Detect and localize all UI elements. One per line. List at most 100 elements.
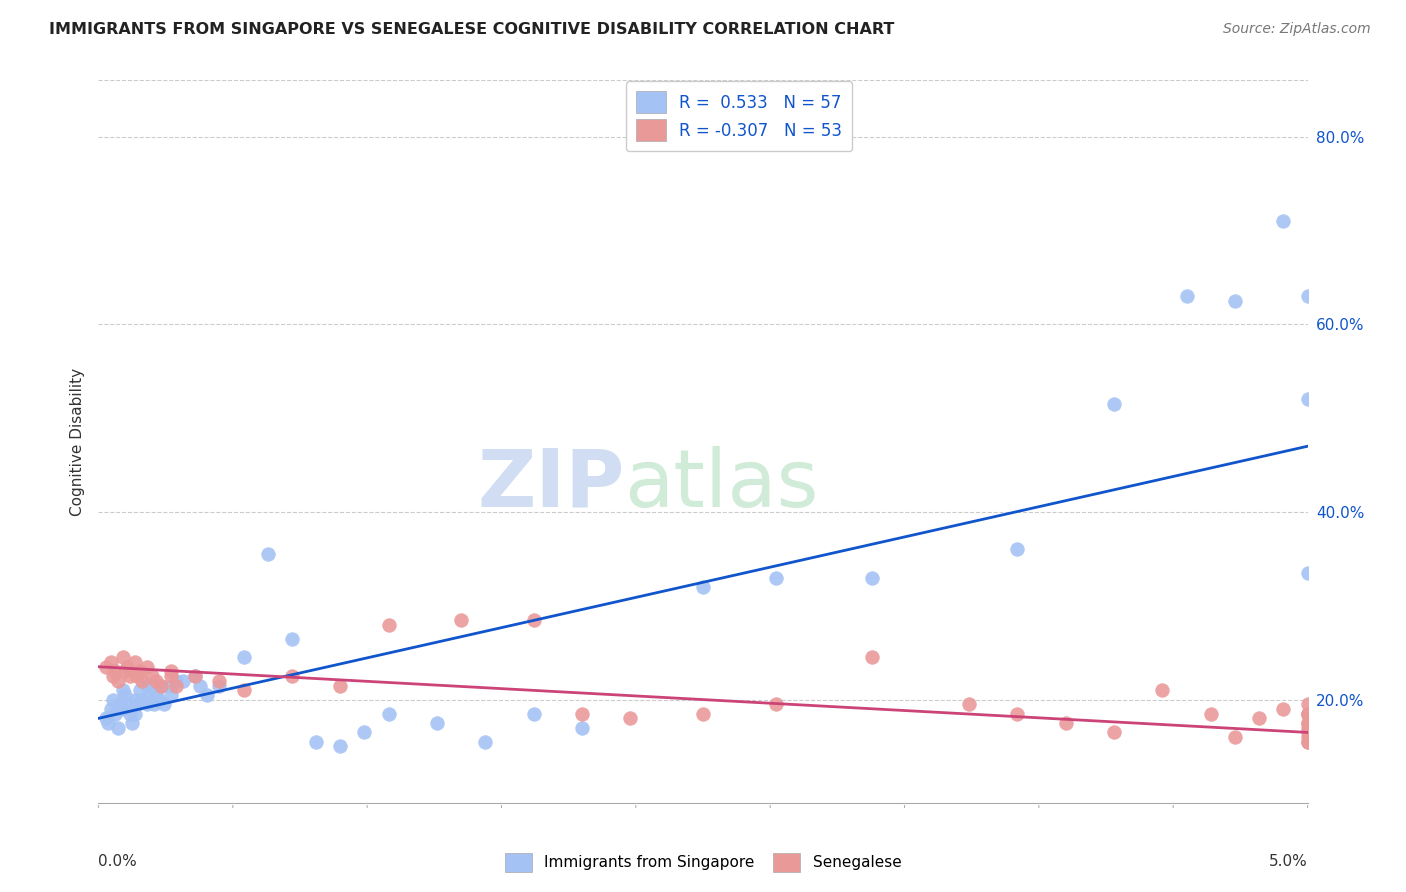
Point	[114, 665, 136, 679]
Point	[135, 679, 157, 693]
Text: ZIP: ZIP	[477, 446, 624, 524]
Point	[94, 711, 117, 725]
Point	[152, 698, 174, 712]
Point	[377, 617, 399, 632]
Point	[232, 650, 254, 665]
Text: atlas: atlas	[624, 446, 818, 524]
Point	[692, 706, 714, 721]
Point	[145, 688, 167, 702]
Point	[143, 698, 166, 712]
Point	[195, 688, 218, 702]
Point	[111, 683, 134, 698]
Point	[184, 669, 207, 683]
Point	[127, 669, 149, 683]
Point	[1296, 735, 1319, 749]
Point	[1272, 702, 1295, 716]
Point	[426, 716, 449, 731]
Point	[692, 580, 714, 594]
Point	[619, 711, 641, 725]
Point	[571, 706, 593, 721]
Point	[101, 692, 124, 706]
Point	[1296, 735, 1319, 749]
Point	[160, 669, 183, 683]
Point	[957, 698, 980, 712]
Point	[108, 698, 131, 712]
Point	[160, 665, 183, 679]
Point	[141, 679, 163, 693]
Point	[97, 716, 120, 731]
Point	[100, 655, 122, 669]
Point	[1296, 730, 1319, 744]
Point	[141, 669, 163, 683]
Point	[1296, 706, 1319, 721]
Point	[1102, 397, 1125, 411]
Point	[150, 679, 173, 693]
Point	[1007, 706, 1029, 721]
Point	[208, 679, 231, 693]
Point	[118, 669, 141, 683]
Point	[208, 673, 231, 688]
Point	[127, 698, 149, 712]
Legend: R =  0.533   N = 57, R = -0.307   N = 53: R = 0.533 N = 57, R = -0.307 N = 53	[626, 81, 852, 151]
Point	[104, 706, 127, 721]
Legend: Immigrants from Singapore, Senegalese: Immigrants from Singapore, Senegalese	[496, 845, 910, 880]
Point	[165, 673, 187, 688]
Point	[450, 613, 472, 627]
Point	[1296, 289, 1319, 303]
Point	[232, 683, 254, 698]
Point	[1296, 706, 1319, 721]
Point	[1152, 683, 1174, 698]
Point	[117, 698, 139, 712]
Point	[160, 688, 183, 702]
Point	[1249, 711, 1271, 725]
Point	[281, 669, 304, 683]
Point	[138, 688, 160, 702]
Text: 0.0%: 0.0%	[98, 855, 138, 870]
Point	[474, 735, 496, 749]
Point	[124, 692, 146, 706]
Point	[114, 688, 136, 702]
Point	[160, 679, 183, 693]
Point	[305, 735, 328, 749]
Point	[101, 669, 124, 683]
Point	[860, 650, 883, 665]
Y-axis label: Cognitive Disability: Cognitive Disability	[69, 368, 84, 516]
Point	[1296, 725, 1319, 739]
Point	[100, 702, 122, 716]
Point	[135, 698, 157, 712]
Point	[1296, 566, 1319, 580]
Point	[111, 702, 134, 716]
Point	[765, 698, 787, 712]
Text: Source: ZipAtlas.com: Source: ZipAtlas.com	[1223, 22, 1371, 37]
Point	[1007, 542, 1029, 557]
Text: IMMIGRANTS FROM SINGAPORE VS SENEGALESE COGNITIVE DISABILITY CORRELATION CHART: IMMIGRANTS FROM SINGAPORE VS SENEGALESE …	[49, 22, 894, 37]
Text: 5.0%: 5.0%	[1268, 855, 1308, 870]
Point	[135, 659, 157, 673]
Point	[128, 665, 150, 679]
Point	[329, 679, 352, 693]
Point	[281, 632, 304, 646]
Point	[107, 673, 129, 688]
Point	[124, 655, 146, 669]
Point	[1175, 289, 1198, 303]
Point	[124, 706, 146, 721]
Point	[118, 706, 141, 721]
Point	[1296, 716, 1319, 731]
Point	[148, 692, 170, 706]
Point	[1296, 392, 1319, 407]
Point	[1296, 706, 1319, 721]
Point	[117, 659, 139, 673]
Point	[145, 673, 167, 688]
Point	[172, 673, 194, 688]
Point	[128, 683, 150, 698]
Point	[1272, 214, 1295, 228]
Point	[1199, 706, 1222, 721]
Point	[104, 665, 127, 679]
Point	[131, 692, 153, 706]
Point	[523, 613, 546, 627]
Point	[523, 706, 546, 721]
Point	[1296, 698, 1319, 712]
Point	[1296, 721, 1319, 735]
Point	[1223, 293, 1246, 308]
Point	[111, 650, 134, 665]
